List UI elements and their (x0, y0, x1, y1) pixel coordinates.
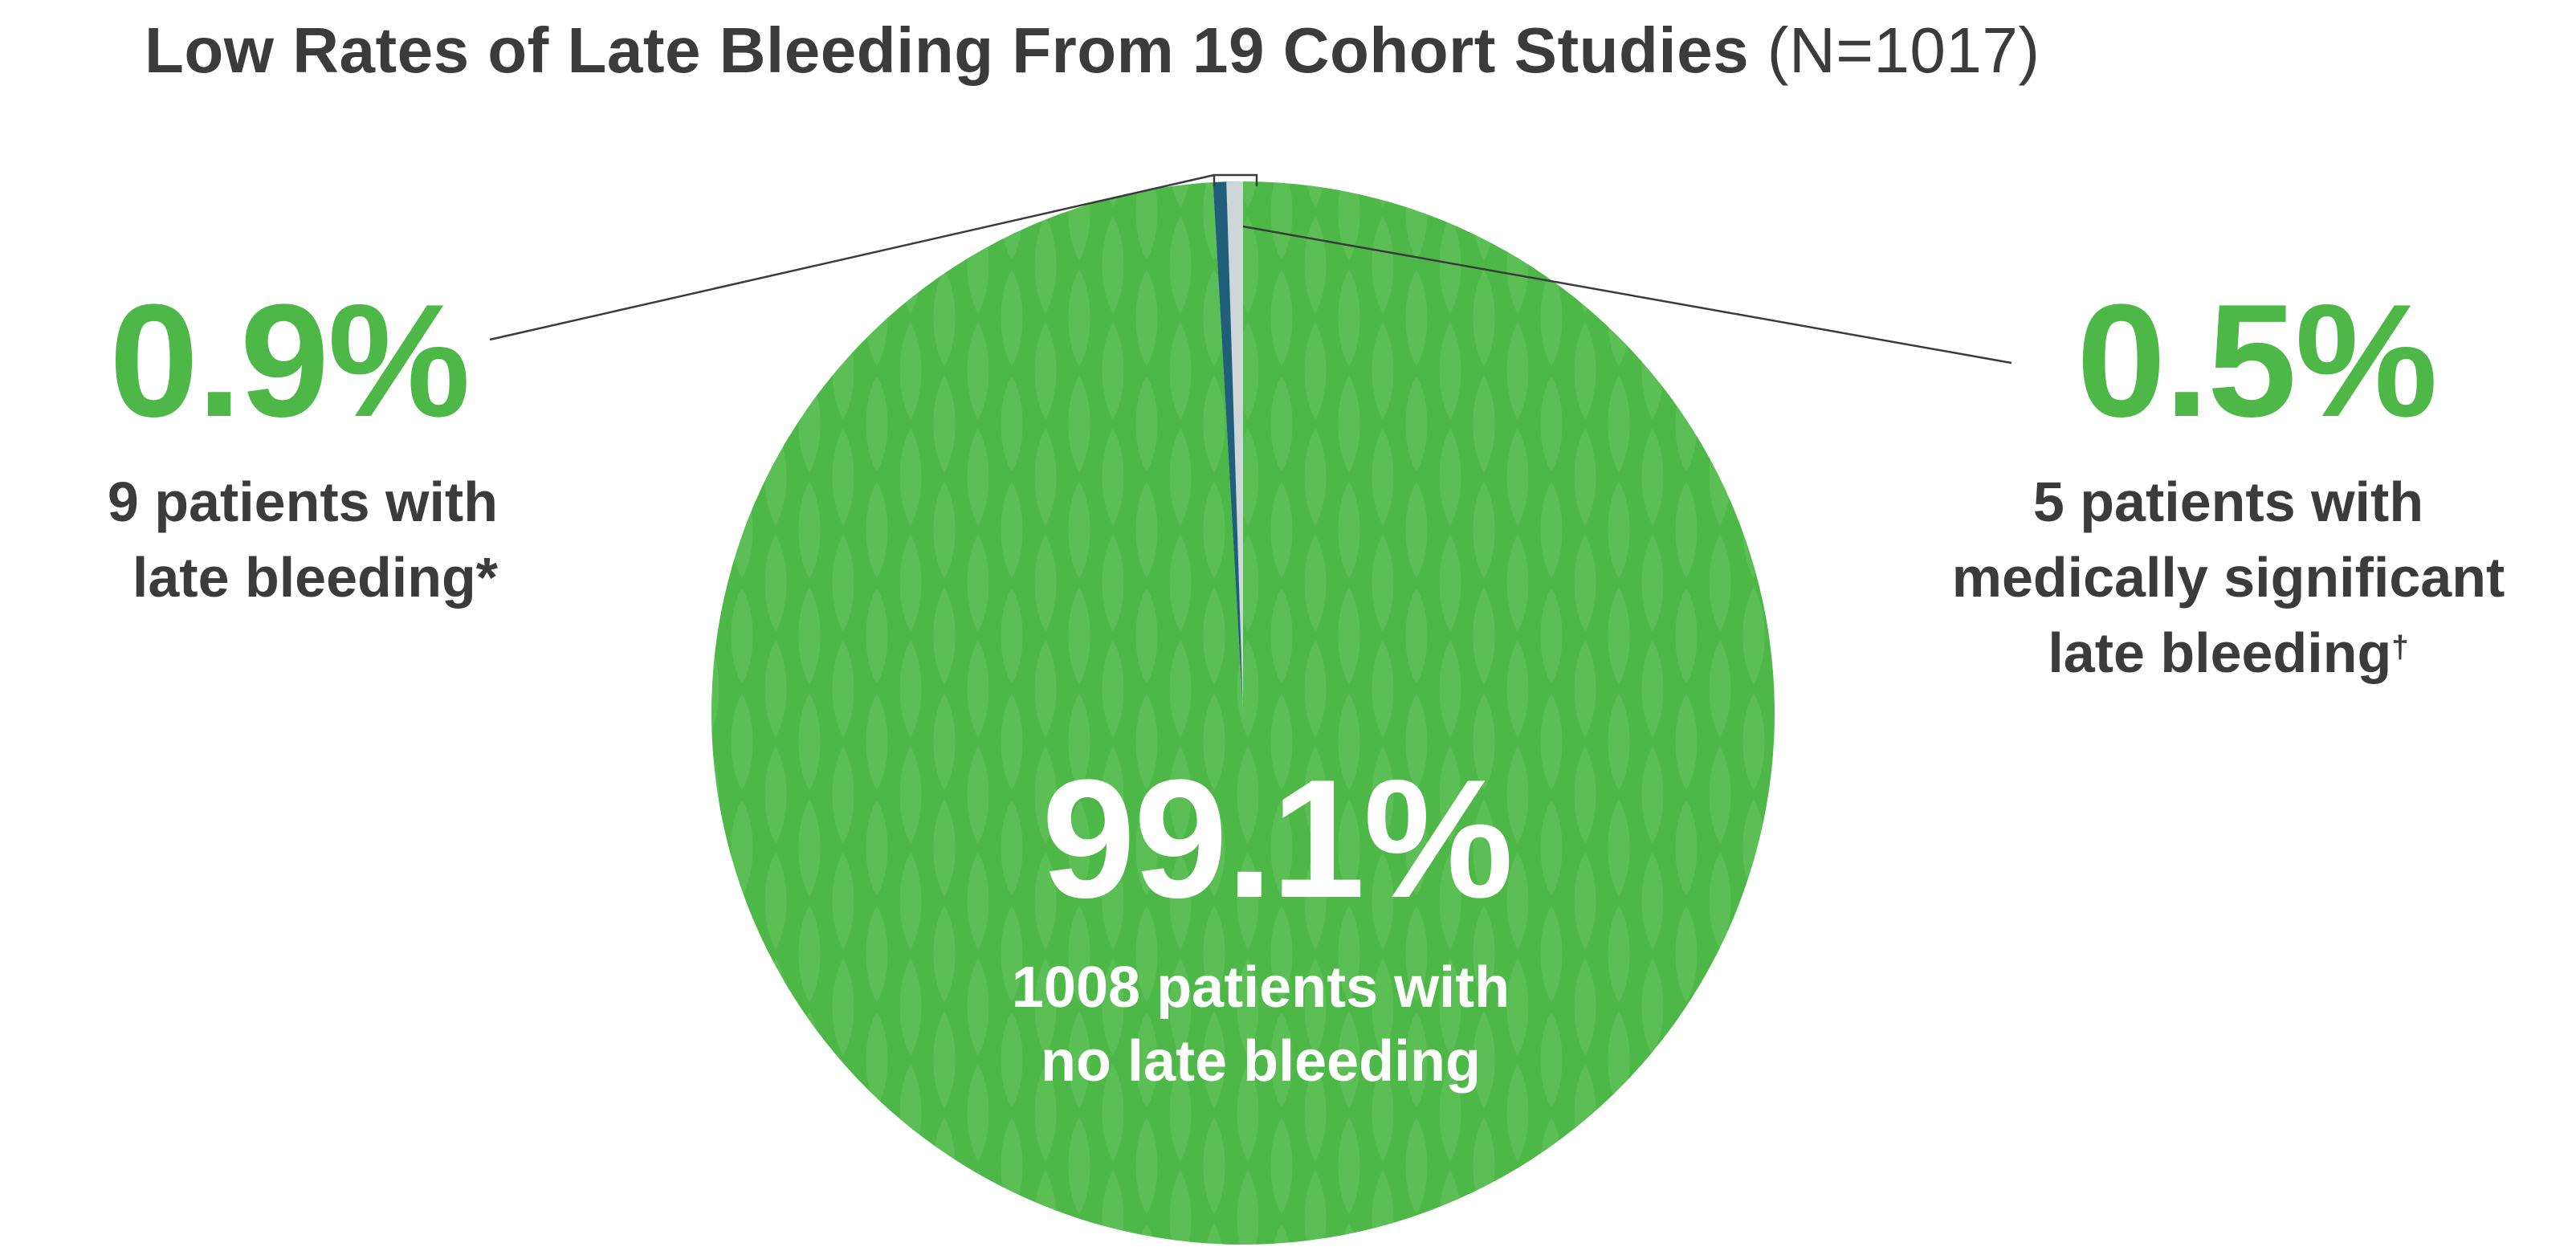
significant-bleeding-percent: 0.5% (2077, 271, 2438, 450)
pie-slice-no-late-bleeding (711, 181, 1775, 1245)
dagger-footnote-mark: † (2391, 630, 2409, 665)
significant-bleeding-caption: 5 patients with medically significant la… (1887, 464, 2570, 691)
late-bleeding-caption-line1: 9 patients with (107, 471, 498, 533)
pie-slices (711, 181, 1775, 1245)
late-bleeding-caption: 9 patients with late bleeding* (16, 464, 498, 615)
no-bleeding-caption-line1: 1008 patients with (1011, 955, 1510, 1020)
pie-slice-medically-significant-bleeding (1226, 181, 1243, 713)
no-bleeding-percent: 99.1% (1041, 744, 1513, 933)
asterisk-footnote-mark: * (475, 546, 498, 609)
late-bleeding-caption-line2: late bleeding (132, 546, 476, 609)
callout-line-left (489, 173, 1215, 341)
title-main: Low Rates of Late Bleeding From 19 Cohor… (145, 14, 1750, 86)
title-n: (N=1017) (1767, 14, 2040, 86)
significant-bleeding-caption-line2: medically significant (1951, 546, 2505, 609)
page-title: Low Rates of Late Bleeding From 19 Cohor… (145, 6, 2040, 95)
no-bleeding-caption-line2: no late bleeding (1040, 1029, 1482, 1094)
no-bleeding-caption: 1008 patients with no late bleeding (883, 951, 1638, 1098)
late-bleeding-percent: 0.9% (109, 271, 471, 450)
callout-line-right (1242, 225, 2012, 365)
bracket-mark (1213, 173, 1258, 186)
significant-bleeding-caption-line3: late bleeding (2048, 621, 2392, 684)
callouts (489, 173, 2012, 365)
significant-bleeding-caption-line1: 5 patients with (2032, 471, 2424, 533)
